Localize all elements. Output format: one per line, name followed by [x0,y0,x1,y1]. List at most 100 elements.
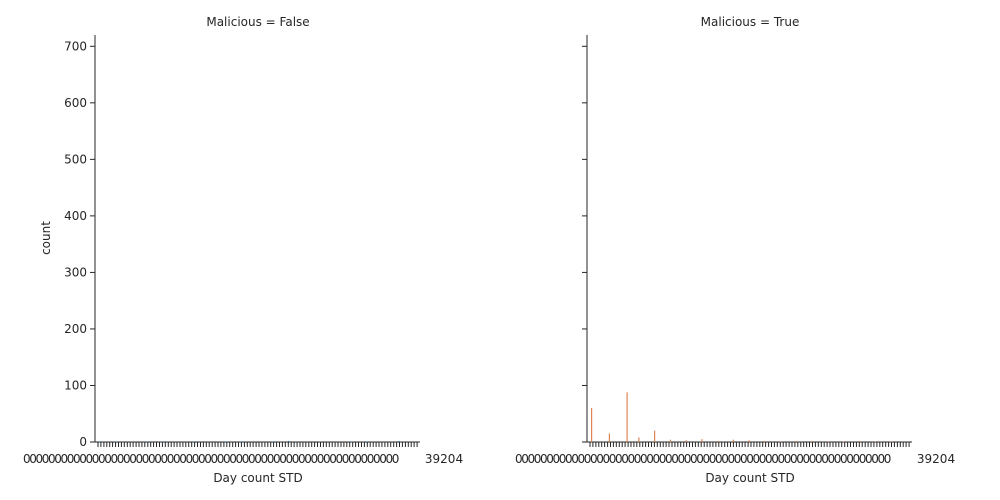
x-tick-label: 0 [796,452,804,466]
panel-title-true: Malicious = True [701,15,800,29]
x-tick-label: 0 [709,452,717,466]
x-tick-label: 0 [386,452,394,466]
x-tick-label: 0 [778,452,786,466]
x-tick-label: 0 [336,452,344,466]
x-tick-label: 0 [628,452,636,466]
x-tick-label: 0 [279,452,287,466]
x-tick-label: 0 [54,452,62,466]
x-tick-label: 0 [603,452,611,466]
bar [193,441,195,442]
x-tick-label: 0 [23,452,31,466]
x-axis-label-left: Day count STD [213,471,302,485]
x-tick-label: 0 [329,452,337,466]
y-tick-label: 600 [64,96,87,110]
x-tick-label: 0 [871,452,879,466]
x-tick-label: 0 [815,452,823,466]
x-tick-label: 0 [161,452,169,466]
x-tick-label: 0 [204,452,212,466]
x-tick-label: 0 [746,452,754,466]
bar [701,439,703,442]
x-tick-label: 0 [129,452,137,466]
x-tick-label: 0 [111,452,119,466]
x-tick-label: 0 [640,452,648,466]
x-tick-label: 0 [846,452,854,466]
bar [811,440,813,442]
panel-malicious-false: Malicious = False 0 100 200 300 400 500 600 700… [23,15,463,485]
x-tick-label: 0 [853,452,861,466]
x-tick-label: 0 [553,452,561,466]
bar [843,441,845,442]
x-tick-label: 0 [765,452,773,466]
x-tick-label: 0 [29,452,37,466]
x-tick-label: 0 [571,452,579,466]
y-tick-label: 0 [79,435,87,449]
bar [764,440,766,442]
x-tick-label: 0 [690,452,698,466]
x-tick-label: 0 [361,452,369,466]
x-tick-label: 0 [117,452,125,466]
x-tick-label: 0 [809,452,817,466]
x-tick-label: 0 [721,452,729,466]
x-tick-label: 0 [229,452,237,466]
x-tick-label: 0 [596,452,604,466]
y-tick-label: 200 [64,322,87,336]
x-tick-label: 0 [354,452,362,466]
x-tick-label: 0 [784,452,792,466]
bar [890,441,892,442]
x-tick-label: 0 [323,452,331,466]
x-tick-label: 0 [759,452,767,466]
bar [240,441,242,442]
x-tick-label: 0 [317,452,325,466]
y-ticks-left: 0 100 200 300 400 500 600 700 [64,39,95,449]
x-tick-label: 0 [67,452,75,466]
y-axis-label: count [39,221,53,255]
bar [685,440,687,442]
x-tick-label: 0 [621,452,629,466]
x-tick-label: 0 [73,452,81,466]
x-ticks-right: 0000000000000000000000000000000000000000… [515,442,955,466]
x-tick-label: 0 [304,452,312,466]
bar [398,440,400,442]
y-tick-label: 300 [64,265,87,279]
bars-left [99,440,400,442]
x-tick-label: 0 [634,452,642,466]
bar [874,441,876,442]
y-tick-label: 400 [64,209,87,223]
x-tick-label: 0 [684,452,692,466]
x-tick-label: 0 [546,452,554,466]
x-tick-label: 0 [578,452,586,466]
x-tick-label: 0 [217,452,225,466]
bar [827,441,829,442]
x-tick-label: 0 [703,452,711,466]
x-axis-label-right: Day count STD [705,471,794,485]
x-tick-label: 0 [515,452,523,466]
x-tick-label: 0 [740,452,748,466]
x-tick-label: 0 [696,452,704,466]
x-tick-label: 0 [154,452,162,466]
x-tick-label: 0 [609,452,617,466]
bar [669,439,671,442]
panel-title-false: Malicious = False [206,15,309,29]
x-tick-label: 0 [311,452,319,466]
bar [146,441,148,442]
bar [351,441,353,442]
x-tick-label: 0 [136,452,144,466]
x-tick-label: 0 [42,452,50,466]
bar [626,392,628,442]
bar [319,441,321,442]
x-tick-label: 0 [348,452,356,466]
bar [366,441,368,442]
x-tick-label: 0 [198,452,206,466]
y-tick-label: 700 [64,39,87,53]
bar [591,408,593,442]
panel-malicious-true: Malicious = True 00000000000000000000000… [515,15,955,485]
x-tick-label: 0 [286,452,294,466]
x-tick-label-end: 39204 [917,452,955,466]
x-tick-label-end: 39204 [425,452,463,466]
x-tick-label: 0 [167,452,175,466]
x-tick-label: 0 [646,452,654,466]
x-tick-label: 0 [878,452,886,466]
x-tick-label: 0 [292,452,300,466]
bar [717,440,719,442]
